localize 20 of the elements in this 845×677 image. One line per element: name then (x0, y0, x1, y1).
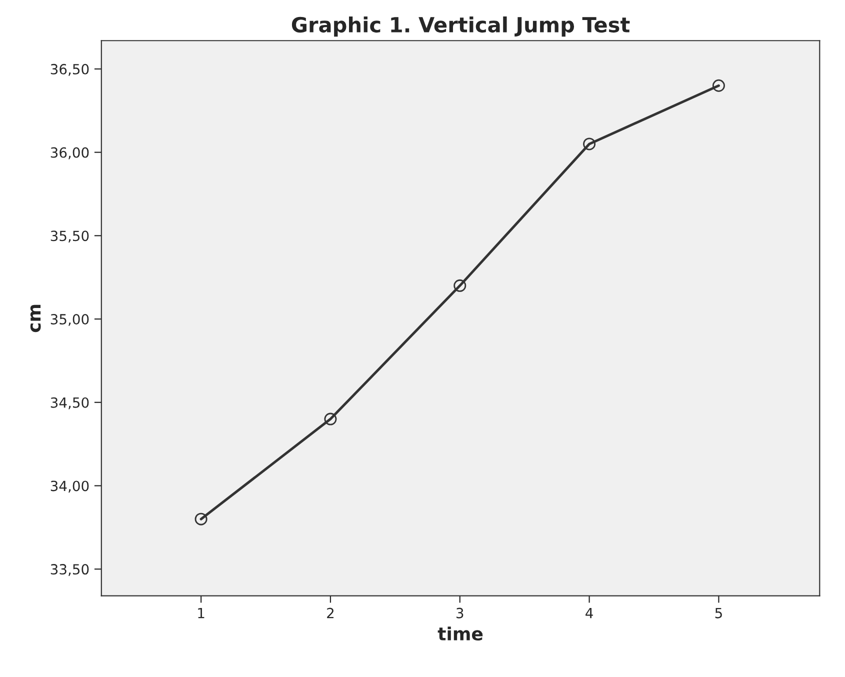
point (583, 138, 596, 150)
y-tick-label: 35,50 (50, 230, 89, 243)
y-tick-label: 36,00 (50, 147, 89, 160)
chart-title: Graphic 1. Vertical Jump Test (292, 16, 630, 37)
point (324, 412, 337, 426)
x-tick-label: 1 (198, 608, 204, 618)
point (194, 512, 208, 526)
y-tick-label: 35,00 (50, 314, 89, 326)
y-tick-label: 36,50 (50, 64, 89, 76)
y-tick-label: 33,50 (50, 564, 89, 576)
y-tick-label: 34,00 (50, 480, 89, 493)
y-tick-label: 34,50 (50, 397, 89, 410)
x-tick-label: 3 (456, 608, 464, 618)
x-axis-title: time (438, 626, 483, 641)
x-tick-label: 5 (715, 608, 722, 618)
x-tick-label: 2 (327, 608, 334, 618)
y-axis-title: cm (30, 304, 41, 332)
x-tick-label: 4 (586, 608, 593, 618)
point (454, 279, 466, 292)
point (712, 79, 725, 92)
